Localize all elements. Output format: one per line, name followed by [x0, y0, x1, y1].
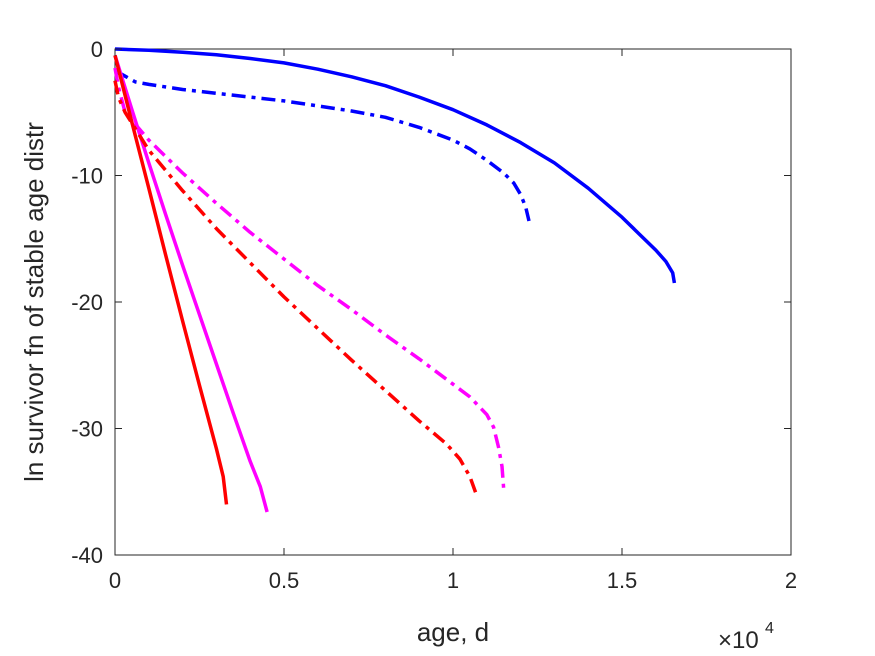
x-tick-label: 0.5 — [269, 568, 300, 593]
y-tick-label: -40 — [71, 543, 103, 568]
plot-box — [114, 48, 792, 556]
series-line-4 — [113, 67, 506, 490]
x-tick-label: 0 — [109, 568, 121, 593]
series-line-5 — [113, 54, 229, 505]
axes-frame — [114, 48, 792, 556]
ticks-layer: 0 0.5 1 1.5 2 0 -10 -20 -30 -40 — [71, 37, 797, 593]
y-tick-label: -30 — [71, 417, 103, 442]
y-tick-label: -10 — [71, 164, 103, 189]
series-line-2 — [114, 70, 531, 222]
x-tick-label: 1.5 — [607, 568, 638, 593]
y-tick-label: 0 — [91, 37, 103, 62]
y-tick-label: -20 — [71, 290, 103, 315]
y-axis-label: ln survivor fn of stable age distr — [19, 122, 49, 482]
x-multiplier-exponent: 4 — [765, 620, 774, 637]
x-tick-label: 2 — [785, 568, 797, 593]
series-line-1 — [114, 47, 677, 284]
series-line-3 — [113, 54, 269, 513]
series-layer — [113, 47, 677, 513]
x-axis-label: age, d — [417, 617, 489, 647]
series-line-6 — [113, 80, 479, 497]
x-multiplier-label: ×10 — [718, 627, 759, 654]
x-multiplier: ×10 4 — [718, 620, 774, 654]
x-tick-label: 1 — [447, 568, 459, 593]
